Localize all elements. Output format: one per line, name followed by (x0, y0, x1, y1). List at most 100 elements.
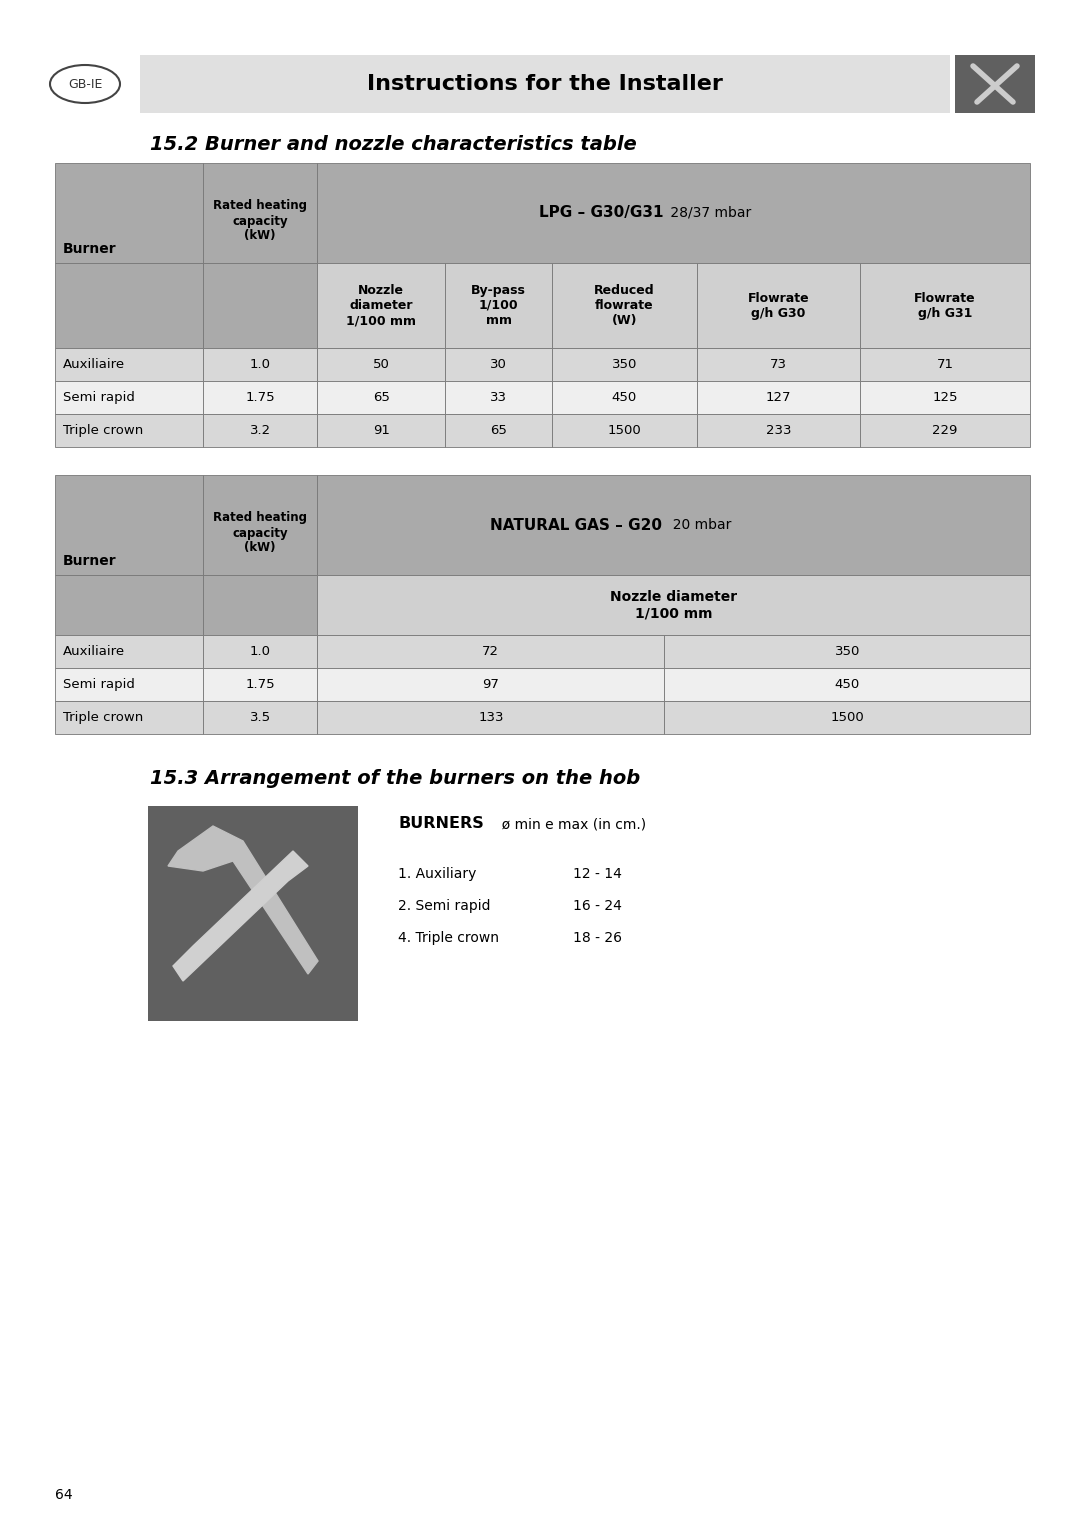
Text: Semi rapid: Semi rapid (63, 391, 135, 405)
Text: Semi rapid: Semi rapid (63, 678, 135, 692)
Bar (318, 348, 445, 382)
Bar (203, 475, 318, 576)
Text: Triple crown: Triple crown (63, 712, 144, 724)
Bar (55, 348, 203, 382)
Text: Rated heating
capacity
(kW): Rated heating capacity (kW) (213, 512, 307, 554)
Text: ø min e max (in cm.): ø min e max (in cm.) (492, 817, 646, 831)
Bar (318, 382, 445, 414)
Text: Auxiliaire: Auxiliaire (63, 357, 125, 371)
Text: 350: 350 (611, 357, 637, 371)
Text: 97: 97 (483, 678, 499, 692)
Text: 450: 450 (611, 391, 637, 405)
Text: LPG – G30/G31: LPG – G30/G31 (539, 206, 663, 220)
Text: BURNERS: BURNERS (399, 817, 484, 832)
Bar (664, 667, 1030, 701)
Bar (445, 382, 552, 414)
Bar (203, 576, 318, 635)
Bar (203, 414, 318, 447)
Text: 229: 229 (932, 425, 958, 437)
Bar (203, 382, 318, 414)
Text: Burner: Burner (63, 554, 117, 568)
Text: Flowrate
g/h G30: Flowrate g/h G30 (747, 292, 809, 319)
Bar (140, 55, 950, 113)
Text: Instructions for the Installer: Instructions for the Installer (367, 73, 723, 95)
Text: Auxiliaire: Auxiliaire (63, 644, 125, 658)
Bar (203, 635, 318, 667)
Bar (445, 263, 552, 348)
Bar (318, 163, 1030, 263)
Bar (552, 263, 697, 348)
Text: 18 - 26: 18 - 26 (573, 931, 622, 945)
Text: 1. Auxiliary: 1. Auxiliary (399, 867, 476, 881)
Bar (318, 701, 664, 734)
Text: 1.0: 1.0 (249, 357, 271, 371)
Bar (697, 382, 861, 414)
Text: 12 - 14: 12 - 14 (573, 867, 622, 881)
Bar (55, 414, 203, 447)
Text: 3.2: 3.2 (249, 425, 271, 437)
Polygon shape (173, 851, 308, 980)
Text: 450: 450 (835, 678, 860, 692)
Bar (552, 348, 697, 382)
Text: Triple crown: Triple crown (63, 425, 144, 437)
Text: 16 - 24: 16 - 24 (573, 899, 622, 913)
Bar (55, 475, 203, 576)
Text: 1500: 1500 (608, 425, 642, 437)
Bar (861, 263, 1030, 348)
Text: 91: 91 (373, 425, 390, 437)
Bar (697, 414, 861, 447)
Bar (664, 635, 1030, 667)
Text: 1.75: 1.75 (245, 391, 275, 405)
Text: 350: 350 (835, 644, 860, 658)
Text: 125: 125 (932, 391, 958, 405)
Text: 64: 64 (55, 1487, 72, 1503)
Bar (664, 701, 1030, 734)
Text: 133: 133 (478, 712, 503, 724)
Text: 50: 50 (373, 357, 390, 371)
Bar (552, 414, 697, 447)
Text: 4. Triple crown: 4. Triple crown (399, 931, 499, 945)
Text: Flowrate
g/h G31: Flowrate g/h G31 (915, 292, 976, 319)
Bar (445, 348, 552, 382)
Bar (203, 163, 318, 263)
Text: 3.5: 3.5 (249, 712, 271, 724)
Bar (861, 382, 1030, 414)
Bar (445, 414, 552, 447)
Text: By-pass
1/100
mm: By-pass 1/100 mm (471, 284, 526, 327)
Bar (55, 263, 203, 348)
Text: 15.3 Arrangement of the burners on the hob: 15.3 Arrangement of the burners on the h… (150, 768, 640, 788)
Bar (203, 348, 318, 382)
Bar (861, 414, 1030, 447)
Bar (55, 576, 203, 635)
Text: 1500: 1500 (831, 712, 864, 724)
Bar (861, 348, 1030, 382)
Bar (318, 667, 664, 701)
Bar (318, 576, 1030, 635)
Bar (55, 701, 203, 734)
Text: 30: 30 (490, 357, 508, 371)
Polygon shape (168, 826, 318, 974)
Bar (697, 348, 861, 382)
Text: Burner: Burner (63, 241, 117, 257)
Text: 127: 127 (766, 391, 792, 405)
Text: GB-IE: GB-IE (68, 78, 103, 90)
Text: Reduced
flowrate
(W): Reduced flowrate (W) (594, 284, 654, 327)
Bar (148, 806, 357, 1022)
Bar (318, 635, 664, 667)
Bar (55, 382, 203, 414)
Text: NATURAL GAS – G20: NATURAL GAS – G20 (489, 518, 662, 533)
Bar (955, 55, 1035, 113)
Text: Nozzle
diameter
1/100 mm: Nozzle diameter 1/100 mm (346, 284, 416, 327)
Text: 2. Semi rapid: 2. Semi rapid (399, 899, 490, 913)
Bar (318, 414, 445, 447)
Bar (318, 263, 445, 348)
Text: 233: 233 (766, 425, 792, 437)
Text: 15.2 Burner and nozzle characteristics table: 15.2 Burner and nozzle characteristics t… (150, 136, 637, 154)
Bar (697, 263, 861, 348)
Text: 20 mbar: 20 mbar (663, 518, 731, 531)
Bar (552, 382, 697, 414)
Text: 33: 33 (490, 391, 508, 405)
Text: 28/37 mbar: 28/37 mbar (665, 206, 751, 220)
Text: 72: 72 (483, 644, 499, 658)
Bar (55, 163, 203, 263)
